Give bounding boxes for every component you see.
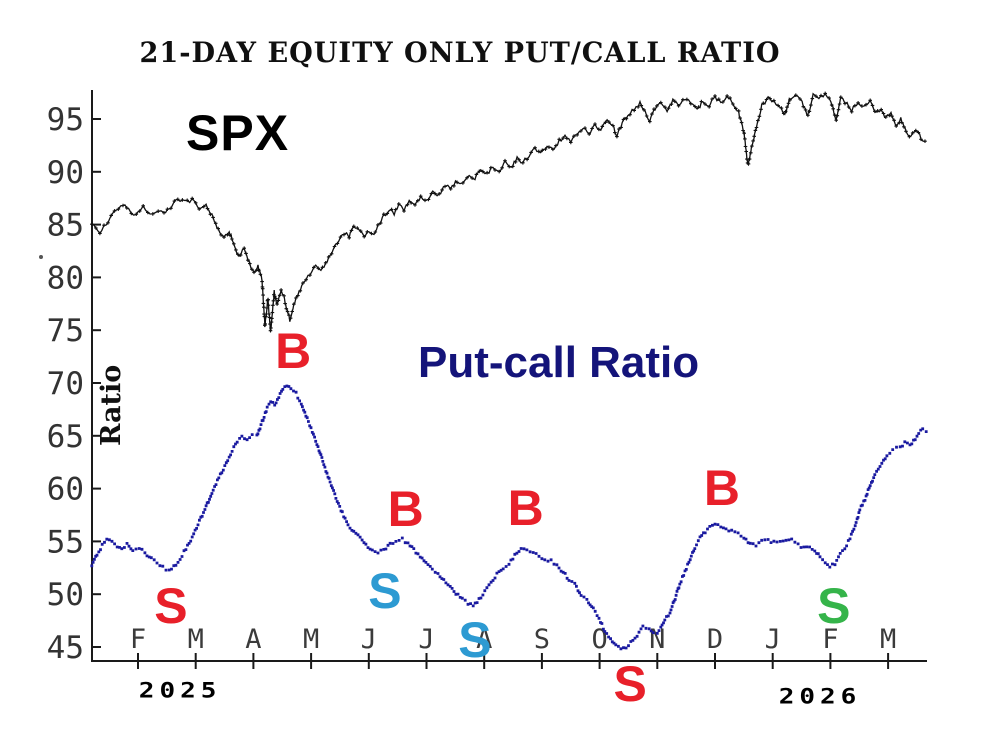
buy-signal-marker: B xyxy=(507,479,544,536)
x-tick-label: N xyxy=(649,624,665,655)
y-tick-label: 70 xyxy=(47,366,84,402)
spx-markers xyxy=(90,91,927,333)
x-tick-label: J xyxy=(361,624,377,655)
y-tick-label: 75 xyxy=(47,313,84,349)
spx-series-label: SPX xyxy=(186,105,290,161)
x-tick-label: F xyxy=(822,624,838,655)
x-tick-label: M xyxy=(880,624,896,655)
x-tick-label: M xyxy=(188,624,204,655)
buy-signal-marker: B xyxy=(387,480,424,537)
y-tick-label: 60 xyxy=(47,472,84,508)
year-label: 2025 xyxy=(138,678,222,704)
x-tick-label: S xyxy=(534,624,550,655)
sell-signal-marker: S xyxy=(613,655,647,712)
chart-title: 21-DAY EQUITY ONLY PUT/CALL RATIO xyxy=(139,36,781,69)
put-call-series-label: Put-call Ratio xyxy=(418,338,700,387)
y-tick-label: 50 xyxy=(47,577,84,613)
y-tick-label: 85 xyxy=(47,208,84,244)
buy-signal-marker: B xyxy=(275,323,312,380)
x-tick-label: F xyxy=(130,624,146,655)
sell-signal-marker: S xyxy=(817,577,851,634)
x-tick-label: J xyxy=(418,624,434,655)
x-tick-label: A xyxy=(476,624,492,655)
y-tick-label: 90 xyxy=(47,155,84,191)
sell-signal-marker: S xyxy=(154,577,188,634)
stray-dot xyxy=(39,255,43,259)
y-tick-label: 80 xyxy=(47,260,84,296)
sell-signal-marker: S xyxy=(458,611,492,668)
y-tick-label: 45 xyxy=(47,630,84,666)
y-axis-title: Ratio xyxy=(96,364,127,446)
x-tick-label: J xyxy=(765,624,781,655)
x-tick-label: O xyxy=(591,624,607,655)
year-label: 2026 xyxy=(778,684,862,710)
y-tick-label: 95 xyxy=(47,102,84,138)
x-tick-label: M xyxy=(303,624,319,655)
sell-signal-marker: S xyxy=(368,563,402,620)
buy-signal-marker: B xyxy=(703,459,740,516)
y-tick-label: 55 xyxy=(47,524,84,560)
y-tick-label: 65 xyxy=(47,419,84,455)
x-tick-label: A xyxy=(245,624,261,655)
x-tick-label: D xyxy=(707,624,723,655)
